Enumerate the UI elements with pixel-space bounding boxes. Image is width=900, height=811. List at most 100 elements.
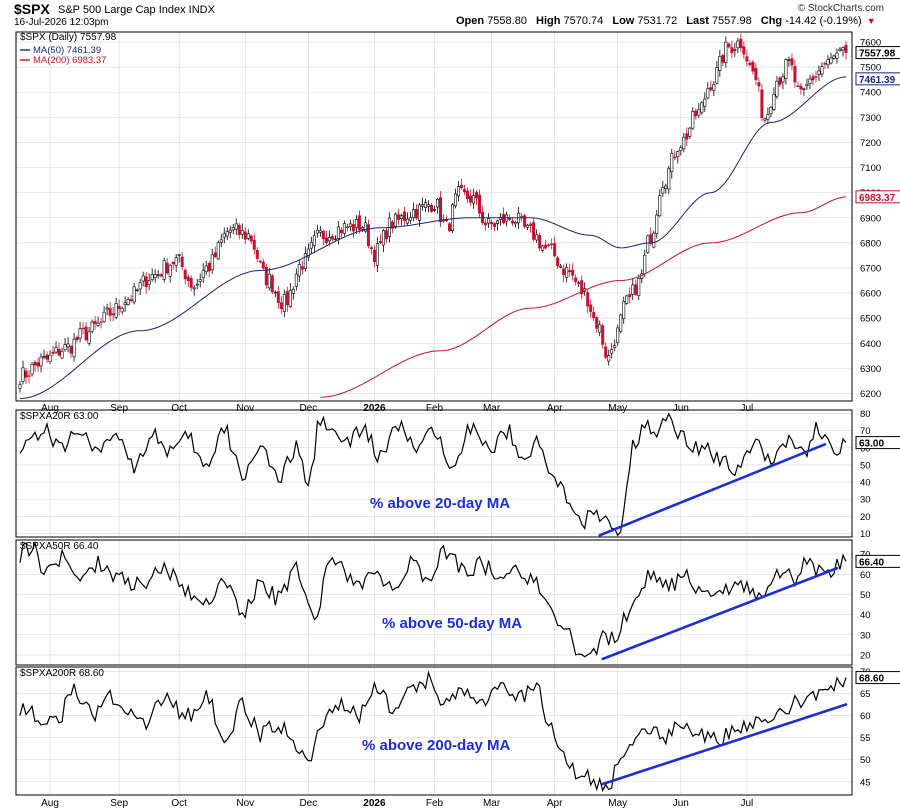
candle (213, 246, 217, 259)
candle (159, 272, 163, 278)
candle-body (724, 41, 728, 63)
candle-body (159, 274, 163, 277)
y-tick-label: 60 (860, 711, 871, 722)
candle-body (568, 270, 572, 273)
candle (769, 106, 773, 118)
y-tick-label: 80 (860, 409, 871, 420)
x-tick-label: Jun (673, 403, 689, 414)
candle (586, 289, 590, 314)
candle (342, 220, 346, 237)
candle-body (784, 59, 788, 79)
candle (183, 268, 187, 285)
candle-body (760, 89, 764, 119)
y-tick-label: 7400 (860, 88, 881, 99)
candle-body (219, 239, 223, 243)
candle-body (649, 234, 653, 244)
candle-body (514, 221, 518, 225)
candle-body (598, 324, 602, 333)
trendline (601, 566, 839, 661)
y-tick-label: 7200 (860, 138, 881, 149)
candle (42, 349, 46, 360)
candle (478, 189, 482, 218)
candle (454, 188, 458, 209)
candle (408, 211, 412, 224)
candle (778, 75, 782, 87)
last-value-tag: 66.40 (859, 557, 884, 568)
low-label: Low (612, 15, 635, 27)
candle-body (805, 84, 809, 87)
candle-body (742, 46, 746, 55)
candle (324, 230, 328, 246)
candle (610, 343, 614, 359)
candle-body (57, 348, 61, 356)
candle (96, 316, 100, 327)
candle (330, 234, 334, 242)
candle (634, 279, 638, 296)
candle-body (270, 275, 274, 293)
candle-body (150, 274, 154, 280)
candle-body (616, 327, 620, 343)
candle-body (402, 211, 406, 221)
last-value-tag: 63.00 (859, 439, 884, 450)
y-tick-label: 6400 (860, 339, 881, 350)
candle-body (835, 52, 839, 59)
candle (87, 326, 91, 346)
candle-body (541, 245, 545, 251)
candle-body (423, 202, 427, 208)
ma50-line (19, 76, 847, 399)
candle-body (763, 118, 767, 121)
last-value-tag-box (855, 554, 900, 568)
candle (832, 54, 836, 60)
x-tick-label: Sep (110, 798, 128, 809)
chg-value: -14.42 (-0.19%) (785, 15, 862, 27)
candle-body (577, 282, 581, 284)
candle (228, 225, 232, 239)
candle (493, 222, 497, 232)
candle (472, 188, 476, 209)
candle (670, 148, 674, 179)
candle-body (604, 346, 608, 358)
candle-body (694, 110, 698, 117)
candle (72, 333, 76, 362)
candle-body (93, 320, 97, 324)
y-tick-label: 55 (860, 733, 871, 744)
candle (589, 299, 593, 318)
candle (93, 316, 97, 330)
candle (736, 37, 740, 54)
candle (297, 259, 301, 282)
x-tick-label: Jul (740, 403, 753, 414)
candle (499, 212, 503, 226)
candle (66, 337, 70, 353)
candle (643, 249, 647, 277)
candle (805, 78, 809, 91)
candle-body (439, 197, 443, 223)
candle (168, 264, 172, 283)
candle-body (45, 354, 49, 360)
candle-body (357, 215, 361, 231)
candle (279, 296, 283, 314)
candle-body (637, 278, 641, 296)
candle (559, 263, 563, 269)
candle-body (799, 85, 803, 90)
x-tick-label: Feb (426, 798, 444, 809)
candle (574, 274, 578, 286)
x-tick-label: Oct (171, 798, 187, 809)
x-tick-label: Apr (547, 798, 563, 809)
candle (33, 360, 37, 372)
candle (282, 289, 286, 318)
candle-body (814, 76, 818, 78)
candle (300, 260, 304, 275)
candle-body (174, 257, 178, 266)
candle (117, 299, 121, 316)
candle (514, 221, 518, 228)
y-tick-label: 6700 (860, 263, 881, 274)
candle (727, 42, 731, 49)
candle (288, 283, 292, 308)
candle-body (72, 338, 76, 358)
candle-body (165, 262, 169, 274)
candle (45, 351, 49, 363)
y-tick-label: 50 (860, 755, 871, 766)
candle-body (433, 209, 437, 211)
candle-body (333, 238, 337, 241)
candle-body (535, 234, 539, 241)
